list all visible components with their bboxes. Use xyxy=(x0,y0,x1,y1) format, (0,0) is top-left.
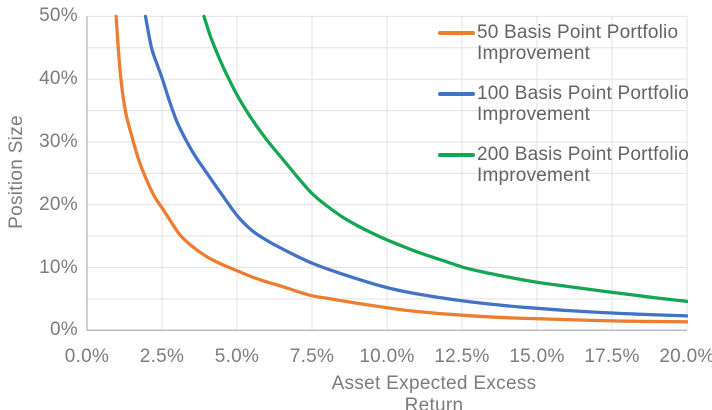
x-tick-label: 20.0% xyxy=(659,346,712,367)
x-tick-label: 2.5% xyxy=(139,346,185,367)
series-line-200bp xyxy=(202,14,688,304)
x-tick-label: 17.5% xyxy=(584,346,640,367)
legend-label: 200 Basis Point Portfolio xyxy=(477,144,690,165)
y-tick-label: 50% xyxy=(39,5,78,27)
x-tick-label: 10.0% xyxy=(359,346,415,367)
x-tick-label: 12.5% xyxy=(434,346,490,367)
x-tick-label: 7.5% xyxy=(289,346,335,367)
legend-item: 200 Basis Point Portfolio Improvement xyxy=(438,144,689,186)
x-tick-label: 0.0% xyxy=(64,346,110,367)
x-tick-label: 5.0% xyxy=(214,346,260,367)
legend-label: 100 Basis Point Portfolio xyxy=(477,83,690,104)
series-line-50bp xyxy=(114,14,688,324)
legend-label: Improvement xyxy=(477,43,591,64)
y-tick-label: 40% xyxy=(39,68,78,90)
legend-swatch-line xyxy=(438,153,475,157)
y-tick-label: 30% xyxy=(39,130,78,152)
x-tick-label: 15.0% xyxy=(509,346,565,367)
y-tick-label: 10% xyxy=(39,256,78,278)
legend-item: 50 Basis Point Portfolio Improvement xyxy=(438,22,689,64)
legend-label: Improvement xyxy=(477,104,591,125)
y-tick-label: 20% xyxy=(39,193,78,215)
legend-item: 100 Basis Point Portfolio Improvement xyxy=(438,83,689,125)
y-axis-title: Position Size xyxy=(6,115,27,229)
legend-swatch-line xyxy=(438,31,475,35)
legend-label: Improvement xyxy=(477,165,591,186)
x-axis-title: Asset Expected Excess Return xyxy=(331,373,537,410)
legend-swatch-line xyxy=(438,92,475,96)
series-line-100bp xyxy=(143,14,688,318)
y-tick-label: 0% xyxy=(49,319,78,341)
legend: 50 Basis Point Portfolio Improvement 100 B… xyxy=(438,22,689,205)
legend-label: 50 Basis Point Portfolio xyxy=(477,22,679,43)
